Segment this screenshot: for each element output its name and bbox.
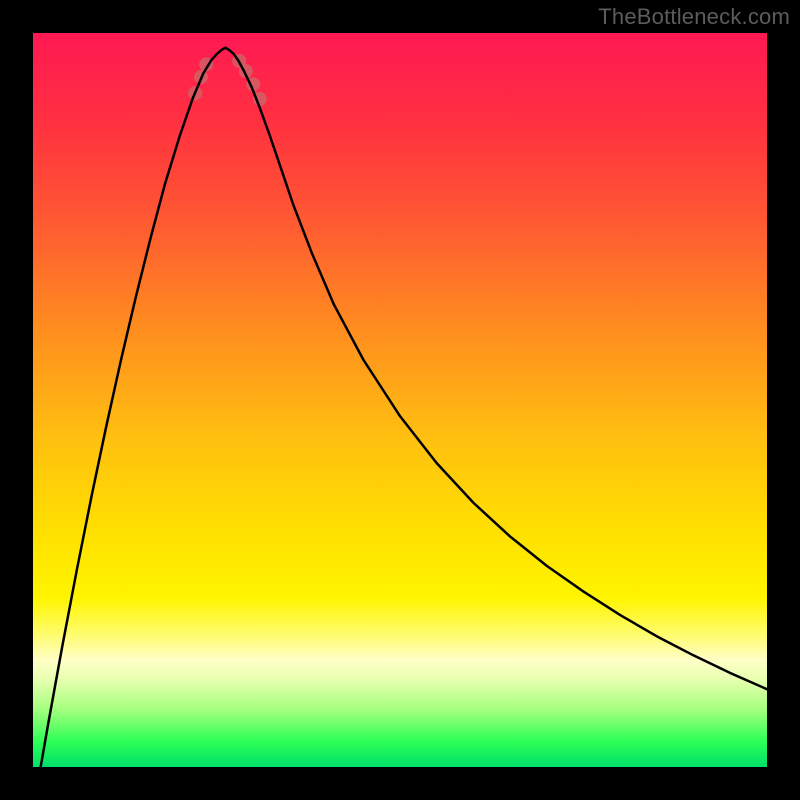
plot-svg — [33, 33, 767, 767]
chart-frame: TheBottleneck.com — [0, 0, 800, 800]
plot-area — [33, 33, 767, 767]
watermark-text: TheBottleneck.com — [598, 4, 790, 30]
gradient-background — [33, 33, 767, 767]
